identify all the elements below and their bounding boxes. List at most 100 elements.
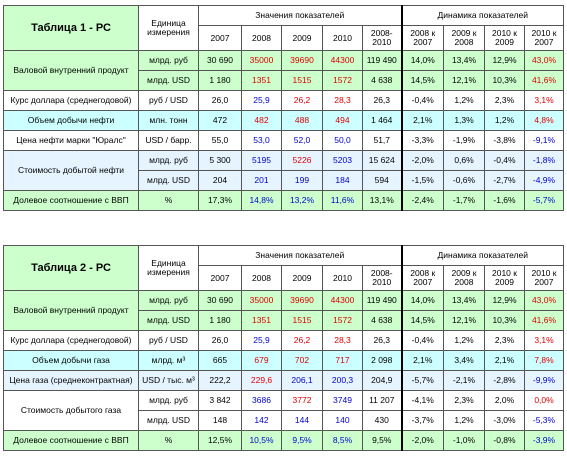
value-cell: 0,0% [524,390,564,411]
value-cell: 14,5% [401,310,444,331]
value-cell: -4,1% [401,390,444,411]
header-row: Таблица 1 - РС Единица измерения Значения … [3,5,564,51]
column-header: 2008 [241,25,282,51]
column-header: 2008 к 2007 [401,25,444,51]
value-cell: 5195 [241,150,282,171]
value-cell: 3,1% [524,90,564,111]
value-cell: 1515 [281,70,323,91]
value-cell: 430 [362,410,403,431]
row-label: Валовой внутренний продукт [3,50,139,91]
data-row: млрд. USD 148 142 144 140 430 -3,7% 1,2% -3,0% -5… [3,410,564,431]
value-cell: -0,6% [443,170,485,191]
value-cell: 52,0 [281,130,323,151]
row-label: Долевое соотношение с ВВП [3,190,139,211]
data-row: Курс доллара (среднегодовой) руб / USD 26,… [3,330,564,351]
unit: % [138,430,199,451]
value-cell: 14,8% [241,190,282,211]
value-cell: -9,1% [524,130,564,151]
value-cell: 13,1% [362,190,403,211]
value-cell: 2 098 [362,350,403,371]
value-cell: 1572 [322,70,363,91]
unit: млрд. руб [138,150,199,171]
data-row: Объем добычи нефти млн. тонн 472 482 488 494 1… [3,110,564,131]
value-cell: 12,1% [443,310,485,331]
value-cell: -3,0% [484,410,525,431]
unit: млрд. м³ [138,350,199,371]
value-cell: 1 180 [198,70,242,91]
value-cell: 12,1% [443,70,485,91]
value-cell: 1515 [281,310,323,331]
data-row: Курс доллара (среднегодовой) руб / USD 26,… [3,90,564,111]
value-cell: 10,5% [241,430,282,451]
value-cell: 594 [362,170,403,191]
column-header: 2010 к 2007 [524,265,564,291]
value-cell: -2,1% [443,370,485,391]
value-cell: -2,4% [401,190,444,211]
value-cell: 26,3 [362,90,403,111]
value-cell: 148 [198,410,242,431]
value-cell: 26,3 [362,330,403,351]
value-cell: 2,1% [401,350,444,371]
unit: млрд. USD [138,70,199,91]
column-header: 2010 к 2009 [484,25,525,51]
row-label: Цена газа (среднеконтрактная) [3,370,139,391]
row-label: Валовой внутренний продукт [3,290,139,331]
value-cell: 3749 [322,390,363,411]
column-header: 2009 к 2008 [443,265,485,291]
value-cell: -3,3% [401,130,444,151]
value-cell: 472 [198,110,242,131]
value-cell: 1,3% [443,110,485,131]
value-cell: 41,6% [524,310,564,331]
value-cell: 12,5% [198,430,242,451]
value-cell: 53,0 [241,130,282,151]
value-cell: 199 [281,170,323,191]
column-header: 2010 [322,25,363,51]
value-cell: 488 [281,110,323,131]
value-cell: 11,6% [322,190,363,211]
value-cell: 11 207 [362,390,403,411]
data-row: Долевое соотношение с ВВП% 17,3% 14,8% 13,2… [3,190,564,211]
value-cell: 9,5% [281,430,323,451]
data-row: Цена газа (среднеконтрактная) USD / тыс. … [3,370,564,391]
values-header: Значения показателей [198,245,403,266]
value-cell: 5203 [322,150,363,171]
value-cell: 184 [322,170,363,191]
value-cell: -3,8% [484,130,525,151]
table: Таблица 1 - РС Единица измерения Значения … [3,5,564,211]
value-cell: 8,5% [322,430,363,451]
value-cell: 0,6% [443,150,485,171]
data-row: Валовой внутренний продукт млрд. руб 30 69… [3,290,564,331]
value-cell: 12,9% [484,290,525,311]
table-title: Таблица 1 - РС [3,5,139,51]
value-cell: 26,0 [198,330,242,351]
value-cell: 39690 [281,50,323,71]
value-cell: 28,3 [322,330,363,351]
row-label: Стоимость добытого газа [3,390,139,431]
value-cell: 3772 [281,390,323,411]
value-cell: 44300 [322,290,363,311]
value-cell: 142 [241,410,282,431]
unit: млрд. руб [138,50,199,71]
value-cell: -5,7% [401,370,444,391]
row-label: Курс доллара (среднегодовой) [3,330,139,351]
value-cell: 14,5% [401,70,444,91]
value-cell: -9,9% [524,370,564,391]
value-cell: 3686 [241,390,282,411]
value-cell: 3,1% [524,330,564,351]
value-cell: 14,0% [401,50,444,71]
value-cell: -0,4% [484,150,525,171]
data-row: Цена нефти марки "Юралс" USD / барр. 55,0 5… [3,130,564,151]
unit: млн. тонн [138,110,199,131]
value-cell: 702 [281,350,323,371]
unit: USD / тыс. м³ [138,370,199,391]
value-cell: -5,7% [524,190,564,211]
column-header: 2009 к 2008 [443,25,485,51]
value-cell: 14,0% [401,290,444,311]
row-label: Цена нефти марки "Юралс" [3,130,139,151]
value-cell: 1351 [241,70,282,91]
value-cell: 2,1% [484,350,525,371]
value-cell: -0,4% [401,90,444,111]
value-cell: 1,2% [484,110,525,131]
value-cell: 204,9 [362,370,403,391]
